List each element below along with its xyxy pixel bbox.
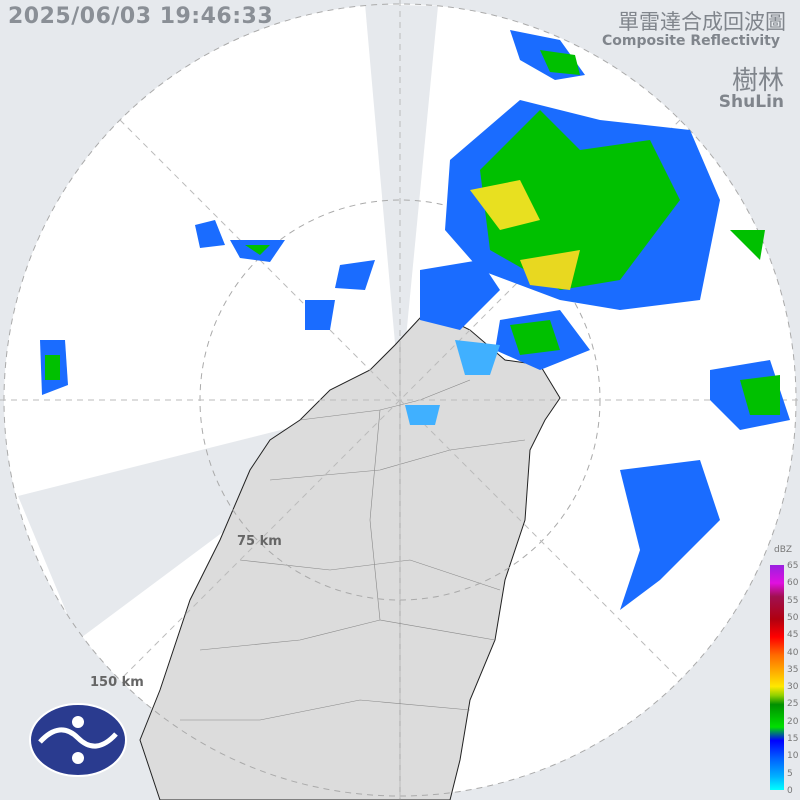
station-name-en: ShuLin bbox=[718, 92, 784, 112]
product-title-en: Composite Reflectivity bbox=[602, 33, 780, 49]
legend-unit: dBZ bbox=[774, 545, 793, 555]
station-name-zh: 樹林 bbox=[731, 66, 784, 96]
legend-tick: 0 bbox=[787, 785, 793, 796]
radar-echoes bbox=[40, 30, 790, 610]
legend-tick: 60 bbox=[787, 578, 799, 589]
blocked-sector-north bbox=[365, 4, 438, 400]
product-title-zh: 單雷達合成回波圖 bbox=[618, 10, 786, 34]
legend-tick: 25 bbox=[787, 699, 799, 710]
timestamp: 2025/06/03 19:46:33 bbox=[8, 4, 274, 29]
range-label-150km: 150 km bbox=[90, 675, 144, 690]
legend-tick: 55 bbox=[787, 595, 799, 606]
legend-tick: 15 bbox=[787, 734, 799, 744]
legend-tick: 10 bbox=[787, 751, 799, 762]
legend-tick: 35 bbox=[787, 664, 799, 675]
legend-tick: 50 bbox=[787, 612, 799, 623]
legend-tick: 45 bbox=[787, 630, 799, 641]
legend-tick: 30 bbox=[787, 682, 799, 693]
dbz-legend: dBZ 65 60 55 50 45 40 35 30 25 20 15 10 5 0 bbox=[760, 545, 800, 796]
taiwan-land bbox=[139, 314, 561, 800]
range-label-75km: 75 km bbox=[237, 534, 282, 549]
legend-color-bar bbox=[770, 565, 784, 790]
cwa-logo bbox=[29, 703, 127, 777]
legend-tick: 65 bbox=[787, 561, 799, 571]
legend-tick: 40 bbox=[787, 647, 799, 658]
legend-tick: 20 bbox=[787, 716, 799, 727]
legend-tick: 5 bbox=[787, 768, 793, 779]
